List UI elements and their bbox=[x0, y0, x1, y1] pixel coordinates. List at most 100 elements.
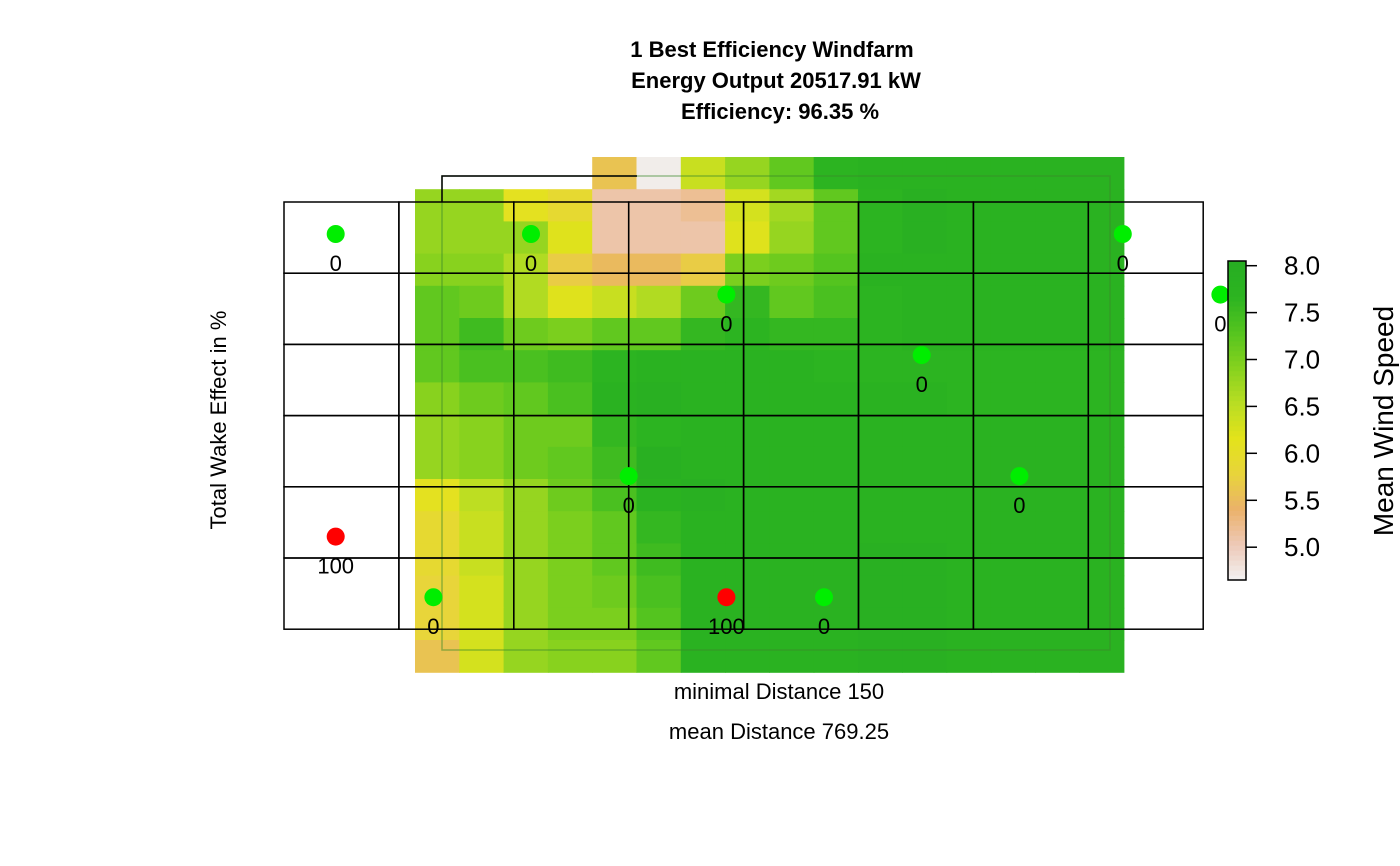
chart-title-line-1: 1 Best Efficiency Windfarm bbox=[630, 37, 913, 62]
raster-cell bbox=[503, 382, 549, 416]
raster-cell bbox=[459, 575, 505, 609]
raster-cell bbox=[415, 318, 460, 351]
raster-cell bbox=[902, 446, 948, 480]
colorbar-segment bbox=[1228, 435, 1246, 442]
raster-cell bbox=[1035, 543, 1081, 577]
raster-cell bbox=[592, 414, 638, 448]
raster-cell bbox=[415, 414, 460, 448]
colorbar-segment bbox=[1228, 540, 1246, 546]
raster-cell bbox=[547, 414, 593, 448]
raster-cell bbox=[636, 414, 682, 448]
raster-cell bbox=[1035, 511, 1081, 544]
raster-cell bbox=[1035, 640, 1081, 673]
colorbar-segment bbox=[1228, 455, 1246, 461]
turbine-grid bbox=[283, 201, 1204, 630]
raster-cell bbox=[636, 479, 682, 512]
colorbar-tick-label: 6.0 bbox=[1284, 438, 1320, 468]
raster-cell bbox=[813, 157, 859, 190]
turbine-wake-label: 0 bbox=[1013, 493, 1025, 518]
colorbar-segment bbox=[1228, 440, 1246, 447]
colorbar-segment bbox=[1228, 305, 1246, 312]
raster-cell bbox=[813, 446, 859, 480]
colorbar-segment bbox=[1228, 265, 1246, 272]
raster-cell bbox=[725, 511, 770, 544]
raster-cell bbox=[725, 350, 770, 383]
raster-cell bbox=[1079, 382, 1125, 416]
raster-cell bbox=[725, 157, 770, 190]
colorbar-segment bbox=[1228, 430, 1246, 437]
raster-cell bbox=[1079, 479, 1125, 512]
colorbar-segment bbox=[1228, 565, 1246, 571]
raster-cell bbox=[813, 382, 859, 416]
colorbar-segment bbox=[1228, 465, 1246, 471]
raster-cell bbox=[946, 318, 992, 351]
turbine-wake-label: 100 bbox=[317, 554, 354, 579]
raster-cell bbox=[813, 285, 859, 319]
raster-cell bbox=[636, 640, 682, 673]
raster-cell bbox=[680, 350, 726, 383]
x-axis-label-line-1: minimal Distance 150 bbox=[674, 679, 884, 704]
raster-cell bbox=[547, 511, 593, 544]
colorbar-segment bbox=[1228, 530, 1246, 536]
colorbar-tick-label: 6.5 bbox=[1284, 391, 1320, 421]
raster-cell bbox=[547, 543, 593, 577]
raster-cell bbox=[1035, 479, 1081, 512]
raster-cell bbox=[592, 640, 638, 673]
raster-cell bbox=[858, 157, 903, 190]
raster-cell bbox=[858, 543, 903, 577]
raster-cell bbox=[415, 350, 460, 383]
raster-cell bbox=[769, 285, 815, 319]
colorbar-segment bbox=[1228, 450, 1246, 456]
raster-cell bbox=[946, 189, 992, 222]
raster-cell bbox=[1035, 350, 1081, 383]
grid-cell bbox=[283, 486, 400, 559]
turbine-wake-label: 0 bbox=[330, 251, 342, 276]
raster-cell bbox=[902, 285, 948, 319]
raster-cell bbox=[459, 479, 505, 512]
raster-cell bbox=[1035, 607, 1081, 641]
raster-cell bbox=[503, 543, 549, 577]
raster-cell bbox=[680, 221, 726, 255]
raster-cell bbox=[946, 446, 992, 480]
colorbar-segment bbox=[1228, 520, 1246, 526]
raster-cell bbox=[769, 479, 815, 512]
raster-cell bbox=[990, 157, 1036, 190]
turbine-wake-label: 0 bbox=[916, 372, 928, 397]
raster-cell bbox=[725, 607, 770, 641]
raster-cell bbox=[946, 221, 992, 255]
colorbar-segment bbox=[1228, 475, 1246, 481]
colorbar-segment bbox=[1228, 275, 1246, 282]
raster-cell bbox=[636, 253, 682, 287]
raster-cell bbox=[459, 446, 505, 480]
raster-cell bbox=[1079, 543, 1125, 577]
raster-cell bbox=[858, 382, 903, 416]
raster-cell bbox=[1079, 607, 1125, 641]
raster-cell bbox=[680, 640, 726, 673]
colorbar-segment bbox=[1228, 390, 1246, 397]
grid-cell bbox=[283, 343, 400, 417]
raster-cell bbox=[415, 446, 460, 480]
turbine-wake-label: 0 bbox=[427, 614, 439, 639]
raster-cell bbox=[592, 318, 638, 351]
colorbar-segment bbox=[1228, 575, 1246, 581]
raster-cell bbox=[902, 189, 948, 222]
raster-cell bbox=[1035, 285, 1081, 319]
raster-cell bbox=[769, 221, 815, 255]
raster-cell bbox=[858, 253, 903, 287]
raster-cell bbox=[459, 350, 505, 383]
raster-cell bbox=[636, 607, 682, 641]
colorbar-tick-label: 8.0 bbox=[1284, 251, 1320, 281]
colorbar-segment bbox=[1228, 550, 1246, 556]
grid-cell bbox=[283, 272, 400, 346]
raster-cell bbox=[636, 350, 682, 383]
colorbar-segment bbox=[1228, 485, 1246, 491]
turbine-wake-label: 0 bbox=[818, 614, 830, 639]
colorbar-segment bbox=[1228, 405, 1246, 412]
raster-cell bbox=[946, 157, 992, 190]
raster-cell bbox=[415, 640, 460, 673]
raster-cell bbox=[636, 575, 682, 609]
polygon-edge bbox=[441, 175, 637, 202]
raster-cell bbox=[459, 607, 505, 641]
raster-cell bbox=[636, 511, 682, 544]
